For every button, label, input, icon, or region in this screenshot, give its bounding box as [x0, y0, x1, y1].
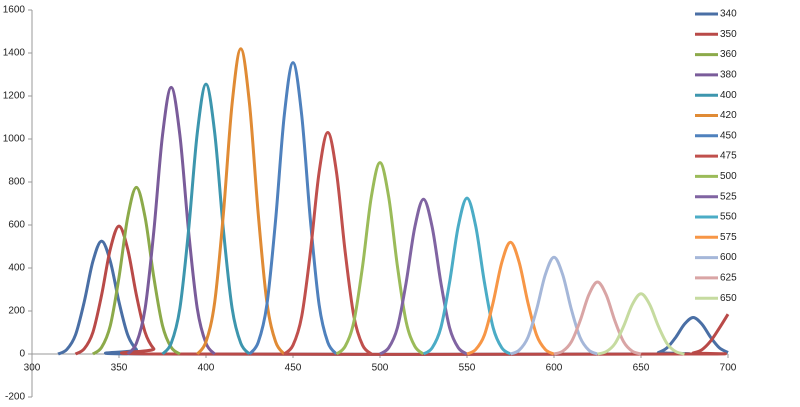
legend-label: 575 — [720, 232, 737, 243]
y-tick-label: 1400 — [3, 48, 26, 59]
series-line — [161, 82, 251, 356]
legend-label: 340 — [720, 9, 737, 20]
x-tick-label: 400 — [198, 363, 215, 374]
legend-label: 650 — [720, 293, 737, 304]
series-line — [335, 161, 425, 356]
y-tick-label: 1000 — [3, 134, 26, 145]
series-line — [283, 131, 373, 356]
x-tick-label: 650 — [633, 363, 650, 374]
x-tick-label: 700 — [720, 363, 737, 374]
x-tick-label: 500 — [372, 363, 389, 374]
x-tick-label: 350 — [111, 363, 128, 374]
series-line — [248, 61, 338, 356]
series-line — [597, 292, 685, 356]
y-tick-label: 0 — [19, 349, 25, 360]
series-line — [126, 85, 216, 356]
legend-label: 550 — [720, 212, 737, 223]
y-tick-label: 400 — [8, 263, 25, 274]
legend-label: 450 — [720, 130, 737, 141]
legend-label: 475 — [720, 151, 737, 162]
legend-label: 600 — [720, 252, 737, 263]
legend-label: 625 — [720, 273, 737, 284]
y-tick-label: 1200 — [3, 91, 26, 102]
y-tick-label: 800 — [8, 177, 25, 188]
legend-label: 500 — [720, 171, 737, 182]
legend-label: 525 — [720, 191, 737, 202]
legend-label: 400 — [720, 90, 737, 101]
y-tick-label: 200 — [8, 306, 25, 317]
legend-label: 360 — [720, 49, 737, 60]
y-tick-label: 1600 — [3, 5, 26, 16]
series-line — [91, 185, 181, 356]
legend-label: 350 — [720, 29, 737, 40]
x-tick-label: 300 — [24, 363, 41, 374]
x-tick-label: 600 — [546, 363, 563, 374]
series-line — [74, 224, 730, 356]
x-tick-label: 450 — [285, 363, 302, 374]
y-tick-label: 600 — [8, 220, 25, 231]
legend-label: 380 — [720, 70, 737, 81]
y-tick-label: -200 — [5, 392, 25, 403]
series-line — [422, 196, 512, 356]
series-line — [379, 197, 468, 356]
legend-label: 420 — [720, 110, 737, 121]
series-line — [553, 280, 642, 356]
x-tick-label: 550 — [459, 363, 476, 374]
series-line — [509, 255, 599, 356]
series-line — [466, 240, 555, 356]
